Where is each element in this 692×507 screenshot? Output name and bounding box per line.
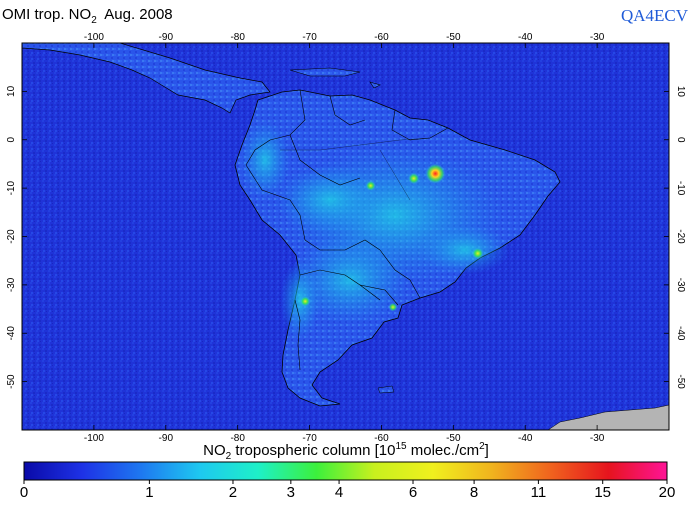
map-title: OMI trop. NO2 Aug. 2008 — [2, 6, 173, 26]
hotspot-marker — [388, 302, 398, 312]
lat-label-right: -40 — [675, 326, 686, 341]
lat-lon-grid-ticks — [22, 43, 669, 430]
lon-label-bottom: -50 — [446, 433, 461, 444]
colorbar-tick-label: 4 — [334, 484, 344, 501]
map-frame — [21, 42, 670, 431]
lon-label-bottom: -40 — [518, 433, 533, 444]
country-borders — [245, 89, 449, 371]
colorbar-tick-label: 6 — [408, 484, 418, 501]
unit-sup2: 2 — [479, 441, 485, 452]
colorbar-gradient — [23, 461, 668, 481]
hotspot-marker — [407, 172, 420, 185]
colorbar-tick-label: 2 — [228, 484, 238, 501]
lon-label-top: -100 — [84, 32, 104, 43]
lon-label-bottom: -70 — [302, 433, 317, 444]
rivers-outline — [280, 137, 431, 201]
unit-end: ] — [484, 442, 489, 459]
colorbar-tick-label: 8 — [469, 484, 479, 501]
lon-label-top: -60 — [374, 32, 389, 43]
lat-label-right: -10 — [675, 181, 686, 196]
brand-label: QA4ECV — [620, 6, 688, 25]
lat-label-left: -40 — [6, 326, 17, 341]
hotspot-marker — [365, 180, 376, 191]
colorbar-tick-label: 11 — [530, 484, 547, 501]
colorbar-tick-label: 20 — [658, 484, 676, 501]
colorbar — [23, 461, 668, 484]
caribbean-islands — [289, 67, 381, 89]
lon-label-top: -30 — [590, 32, 605, 43]
unit-mid: tropospheric column [10 — [231, 442, 396, 459]
north-america-land — [22, 43, 271, 114]
unit-sub: 2 — [225, 451, 232, 462]
lat-label-left: -20 — [6, 229, 17, 244]
lon-label-top: -40 — [518, 32, 533, 43]
lon-label-bottom: -30 — [590, 433, 605, 444]
lon-label-bottom: -100 — [84, 433, 104, 444]
lon-label-top: -70 — [302, 32, 317, 43]
falkland-islands — [377, 385, 395, 394]
antarctic-peninsula — [547, 404, 669, 430]
lon-label-top: -80 — [230, 32, 245, 43]
lat-label-right: 10 — [675, 86, 686, 98]
hotspot-marker — [471, 247, 484, 260]
title-sub: 2 — [91, 15, 97, 26]
unit-sup: 15 — [395, 441, 407, 452]
lat-label-right: -30 — [675, 278, 686, 293]
lat-label-left: 0 — [6, 137, 17, 143]
title-suffix: Aug. 2008 — [96, 6, 173, 23]
unit-mid2: molec./cm — [406, 442, 480, 459]
lon-label-top: -90 — [159, 32, 174, 43]
lat-label-left: 10 — [6, 85, 17, 97]
hotspot-marker — [300, 296, 311, 307]
lon-label-bottom: -60 — [374, 433, 389, 444]
unit-prefix: NO — [203, 442, 226, 459]
lon-label-top: -50 — [446, 32, 461, 43]
lat-label-left: -30 — [6, 277, 17, 292]
colorbar-tick-label: 1 — [145, 484, 154, 501]
no2-hotspots — [300, 163, 484, 312]
colorbar-tick-label: 3 — [286, 484, 296, 501]
lat-label-right: 0 — [675, 137, 686, 143]
axis-labels: -100-100-90-90-80-80-70-70-60-60-50-50-4… — [6, 32, 686, 444]
title-prefix: OMI trop. NO — [2, 6, 92, 23]
lat-label-right: -20 — [675, 229, 686, 244]
hotspot-marker — [425, 163, 446, 184]
colorbar-tick-label: 0 — [19, 484, 29, 501]
colorbar-label: NO2 tropospheric column [1015 molec./cm2… — [0, 441, 692, 462]
lon-label-bottom: -90 — [159, 433, 174, 444]
lon-label-bottom: -80 — [230, 433, 245, 444]
lat-label-right: -50 — [675, 374, 686, 389]
colorbar-tick-label: 15 — [594, 484, 612, 501]
lat-label-left: -10 — [6, 180, 17, 195]
lat-label-left: -50 — [6, 374, 17, 389]
